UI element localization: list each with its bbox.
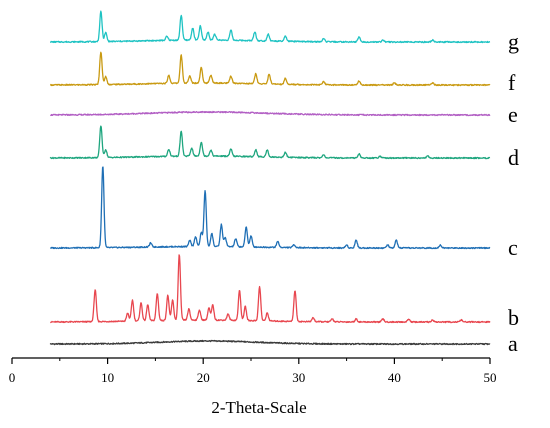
x-tick-label-20: 20 bbox=[197, 370, 210, 385]
series-label-d: d bbox=[508, 145, 519, 170]
x-tick-label-0: 0 bbox=[9, 370, 16, 385]
series-line-g bbox=[50, 10, 491, 44]
series-label-c: c bbox=[508, 235, 518, 260]
x-tick-label-30: 30 bbox=[292, 370, 305, 385]
series-label-g: g bbox=[508, 29, 519, 54]
series-traces bbox=[49, 10, 491, 346]
x-tick-label-10: 10 bbox=[101, 370, 114, 385]
series-line-f bbox=[49, 51, 491, 87]
series-line-e bbox=[50, 110, 491, 117]
series-line-a bbox=[49, 339, 491, 346]
series-label-a: a bbox=[508, 331, 518, 356]
x-axis: 0 10 20 30 40 50 bbox=[9, 357, 497, 385]
x-axis-ticks: 0 10 20 30 40 50 bbox=[9, 358, 497, 385]
series-line-b bbox=[50, 254, 491, 324]
x-tick-label-40: 40 bbox=[388, 370, 401, 385]
x-tick-label-50: 50 bbox=[484, 370, 497, 385]
series-line-d bbox=[49, 125, 491, 160]
series-line-c bbox=[49, 166, 491, 250]
x-axis-title: 2-Theta-Scale bbox=[211, 398, 306, 417]
series-label-f: f bbox=[508, 70, 516, 95]
series-label-b: b bbox=[508, 305, 519, 330]
series-label-e: e bbox=[508, 102, 518, 127]
